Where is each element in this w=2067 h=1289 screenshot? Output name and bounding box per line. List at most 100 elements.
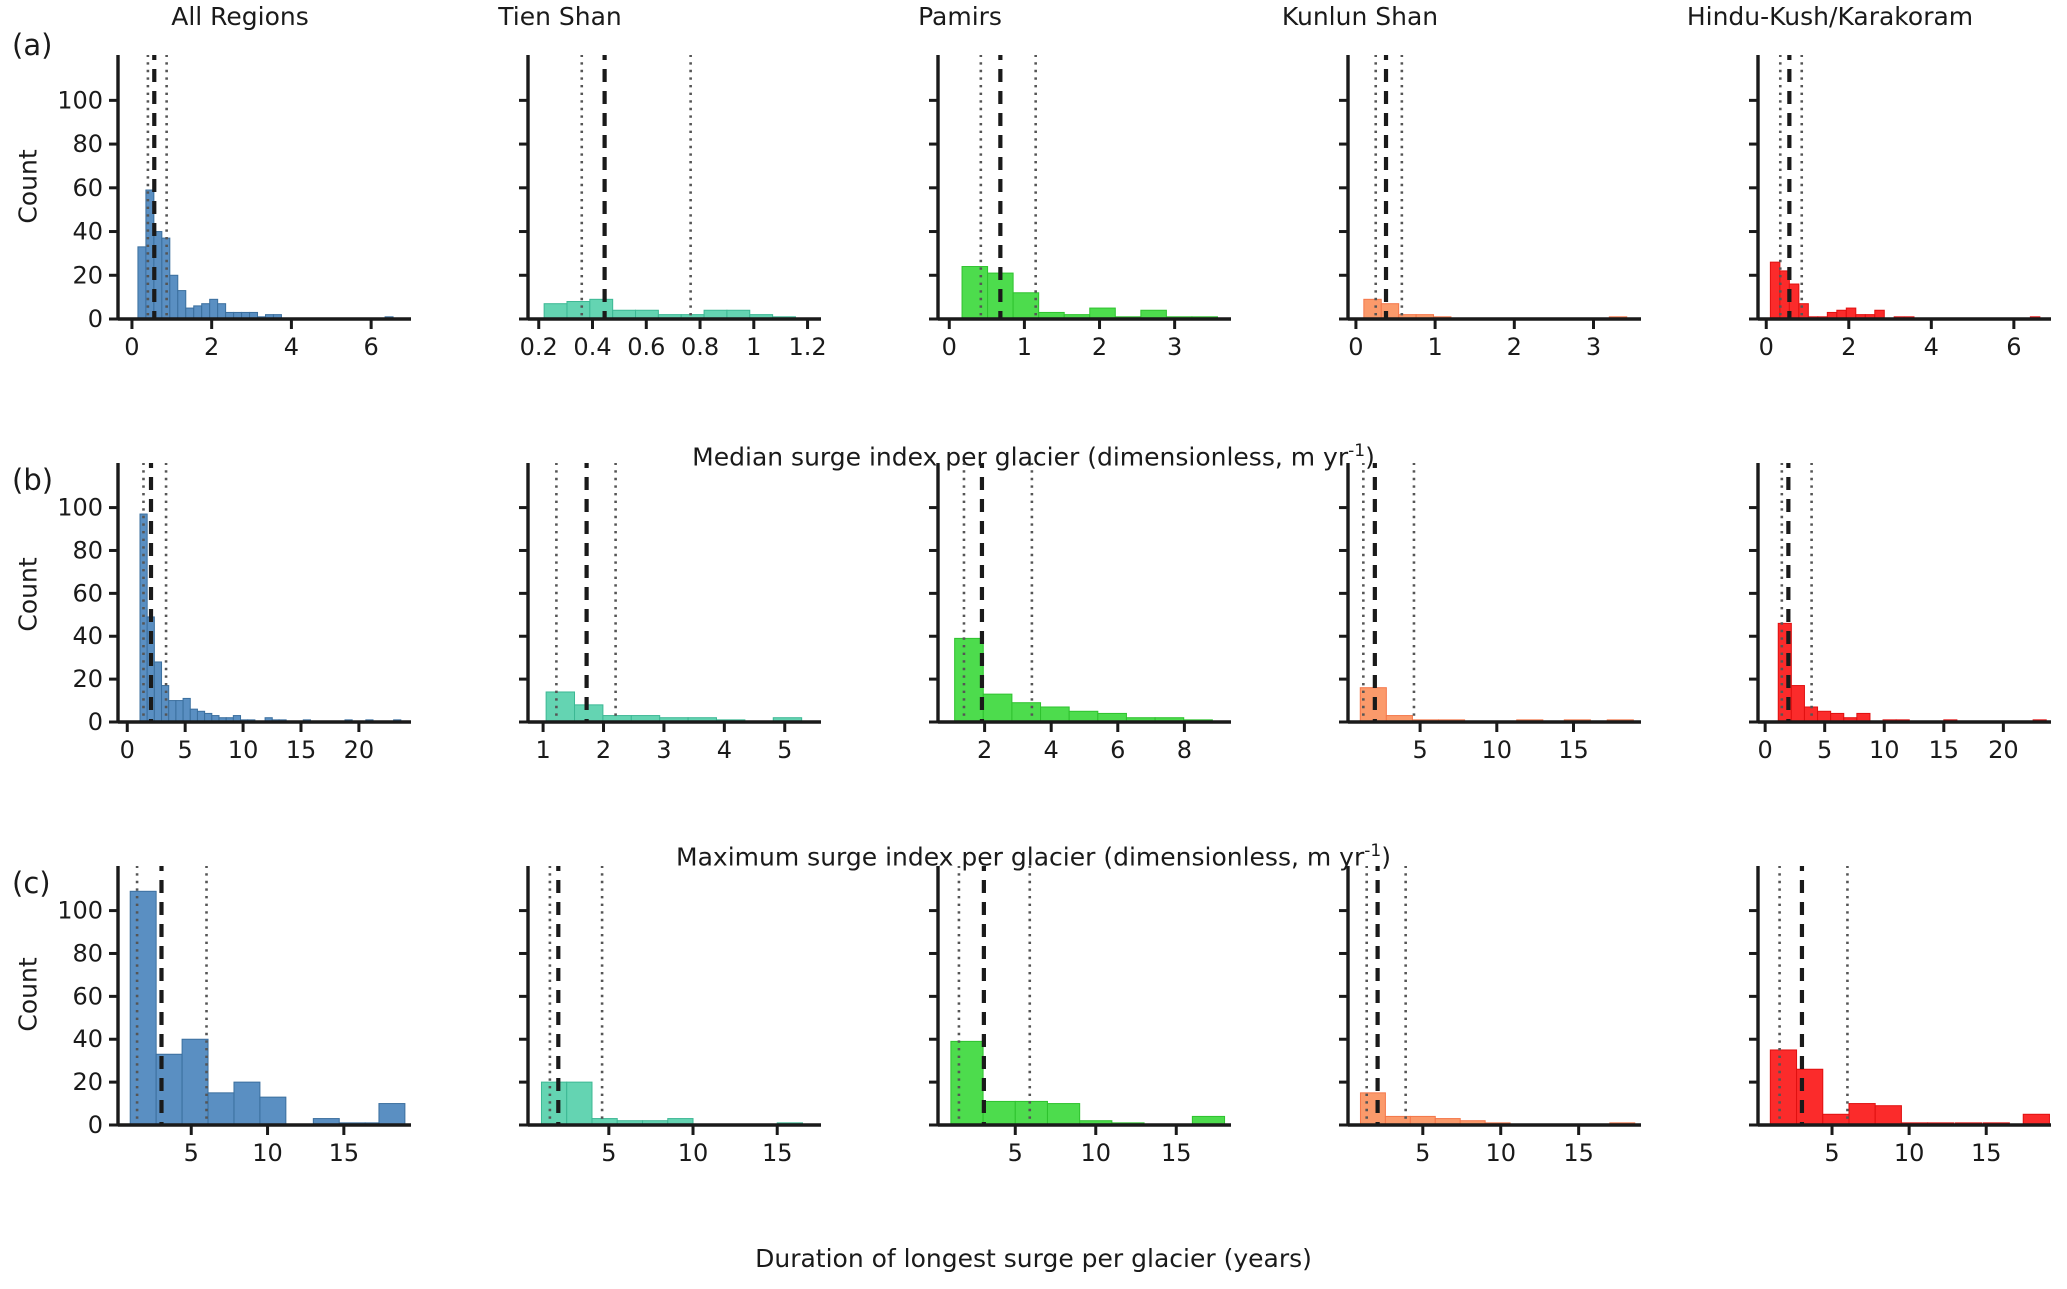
x-tick-label: 0.6 xyxy=(627,333,665,361)
histogram-panel-b2: 1 2 3 4 5 xyxy=(470,463,825,768)
histogram-bars-b2 xyxy=(545,691,803,723)
y-tick-label: 60 xyxy=(72,982,103,1010)
x-ticks-a5: 0 2 4 6 xyxy=(1759,319,2022,361)
y-tick-label: 40 xyxy=(72,1025,103,1053)
column-header-1: Tien Shan xyxy=(498,2,622,31)
x-tick-label: 15 xyxy=(1929,736,1960,764)
bar xyxy=(545,691,576,723)
plot-area-c5: 5 10 15 xyxy=(1749,866,2051,1167)
plot-area-a1: 0 20 40 60 80 100 0 2 4 6 xyxy=(60,55,411,361)
y-tick-label: 40 xyxy=(72,622,103,650)
x-tick-label: 15 xyxy=(329,1139,360,1167)
x-tick-label: 3 xyxy=(1586,333,1601,361)
x-tick-label: 4 xyxy=(284,333,299,361)
row-label-a: (a) xyxy=(12,28,53,62)
bar xyxy=(950,1040,984,1126)
column-header-2: Pamirs xyxy=(918,2,1002,31)
histogram-panel-b4: 5 10 15 xyxy=(1290,463,1645,768)
x-tick-label: 10 xyxy=(1080,1139,1111,1167)
y-tick-label: 80 xyxy=(72,536,103,564)
y-tick-label: 40 xyxy=(72,218,103,246)
x-tick-label: 10 xyxy=(228,736,259,764)
bar xyxy=(193,305,203,320)
bar xyxy=(378,1103,406,1126)
x-tick-label: 10 xyxy=(678,1139,709,1167)
x-tick-label: 5 xyxy=(178,736,193,764)
x-tick-label: 0 xyxy=(1348,333,1363,361)
plot-area-c1: 0 20 40 60 80 100 5 10 15 xyxy=(60,866,411,1167)
x-tick-label: 0.4 xyxy=(573,333,611,361)
y-ticks-b4 xyxy=(1339,506,1348,724)
bar xyxy=(137,246,147,320)
bar xyxy=(189,708,198,723)
y-axis-title-b: Count xyxy=(13,557,43,632)
plot-area-c3: 5 10 15 xyxy=(929,866,1231,1167)
y-tick-label: 100 xyxy=(60,494,103,522)
y-ticks-c2 xyxy=(519,909,528,1127)
histogram-panel-a1: 0 20 40 60 80 100 0 2 4 6 xyxy=(60,55,415,365)
x-tick-label: 10 xyxy=(252,1139,283,1167)
bar xyxy=(566,301,591,320)
bar xyxy=(1874,1105,1902,1126)
x-tick-label: 2 xyxy=(596,736,611,764)
x-tick-label: 20 xyxy=(1988,736,2019,764)
bar xyxy=(589,298,614,320)
bar xyxy=(217,303,227,320)
y-tick-label: 80 xyxy=(72,939,103,967)
histogram-panel-b3: 2 4 6 8 xyxy=(880,463,1235,768)
x-ticks-c3: 5 10 15 xyxy=(1008,1125,1192,1167)
histogram-panel-a5: 0 2 4 6 xyxy=(1700,55,2055,365)
y-ticks-b2 xyxy=(519,506,528,724)
y-ticks-a4 xyxy=(1339,98,1348,321)
histogram-bars-a5 xyxy=(1769,261,2041,320)
bar xyxy=(207,1092,235,1126)
bar xyxy=(181,1038,209,1126)
x-tick-label: 2 xyxy=(1507,333,1522,361)
bar xyxy=(1380,303,1400,320)
histogram-panel-b5: 0 5 10 15 20 xyxy=(1700,463,2055,768)
x-tick-label: 15 xyxy=(1971,1139,2002,1167)
x-tick-label: 5 xyxy=(601,1139,616,1167)
x-tick-label: 2 xyxy=(1841,333,1856,361)
x-ticks-a2: 0.2 0.4 0.6 0.8 1 1.2 xyxy=(520,319,825,361)
x-tick-label: 10 xyxy=(1482,736,1513,764)
histogram-bars-b5 xyxy=(1777,622,2047,723)
y-tick-label: 0 xyxy=(88,1111,103,1139)
x-ticks-b2: 1 2 3 4 5 xyxy=(535,722,792,764)
bar xyxy=(209,298,219,320)
histogram-bars-b3 xyxy=(954,637,1213,723)
histogram-panel-a3: 0 1 2 3 xyxy=(880,55,1235,365)
x-tick-label: 15 xyxy=(1558,736,1589,764)
bar xyxy=(1363,298,1382,320)
bar xyxy=(168,700,177,723)
bar xyxy=(1040,706,1070,723)
bar xyxy=(1790,685,1805,723)
histogram-panel-c3: 5 10 15 xyxy=(880,866,1235,1171)
x-tick-label: 2 xyxy=(204,333,219,361)
x-tick-label: 0.8 xyxy=(681,333,719,361)
x-ticks-a3: 0 1 2 3 xyxy=(942,319,1182,361)
bar xyxy=(1769,261,1781,320)
bar xyxy=(1359,1092,1386,1126)
plot-area-b4: 5 10 15 xyxy=(1339,463,1641,764)
row-caption-c: Duration of longest surge per glacier (y… xyxy=(755,1244,1312,1273)
x-tick-label: 0 xyxy=(124,333,139,361)
column-header-0: All Regions xyxy=(171,2,309,31)
histogram-panel-c4: 5 10 15 xyxy=(1290,866,1645,1171)
x-tick-label: 10 xyxy=(1485,1139,1516,1167)
x-tick-label: 15 xyxy=(762,1139,793,1167)
x-tick-label: 5 xyxy=(1824,1139,1839,1167)
plot-area-a3: 0 1 2 3 xyxy=(929,55,1231,361)
column-headers: All Regions Tien Shan Pamirs Kunlun Shan… xyxy=(0,0,2067,34)
x-tick-label: 0 xyxy=(1758,736,1773,764)
x-ticks-b3: 2 4 6 8 xyxy=(977,722,1192,764)
y-ticks-c4 xyxy=(1339,909,1348,1127)
histogram-bars-c1 xyxy=(129,890,406,1126)
x-tick-label: 6 xyxy=(2006,333,2021,361)
bar xyxy=(1011,702,1042,723)
x-ticks-c2: 5 10 15 xyxy=(601,1125,792,1167)
x-tick-label: 2 xyxy=(977,736,992,764)
histogram-bars-c4 xyxy=(1359,1092,1636,1126)
bar xyxy=(259,1096,287,1126)
